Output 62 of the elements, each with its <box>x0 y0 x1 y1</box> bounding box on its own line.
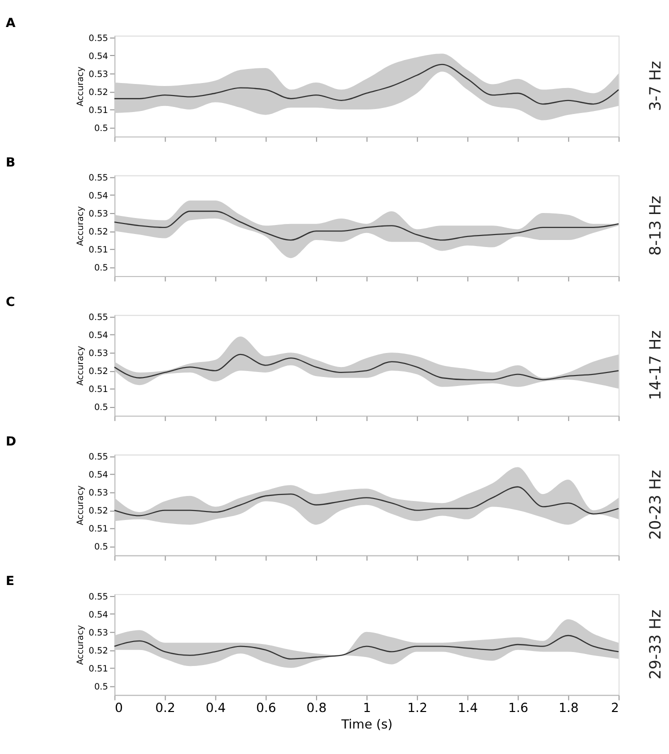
y-tick-label: 0.5 <box>94 124 108 134</box>
y-tick-label: 0.52 <box>88 227 108 238</box>
x-tick-label: 2 <box>611 700 620 715</box>
y-tick-label: 0.51 <box>88 385 108 396</box>
y-tick-label: 0.53 <box>88 488 108 499</box>
line-series <box>114 354 620 380</box>
x-tick-label: 1 <box>362 700 371 715</box>
y-axis-title: Accuracy <box>76 346 86 386</box>
y-axis-title: Accuracy <box>76 66 86 106</box>
y-tick-label: 0.52 <box>88 506 108 517</box>
text: A <box>6 14 16 30</box>
y-tick-label: 0.54 <box>88 610 109 620</box>
y-tick-label: 0.53 <box>88 70 108 80</box>
text: 3-7 Hz <box>646 61 664 112</box>
y-tick-label: 0.5 <box>94 542 108 553</box>
line-series <box>114 486 620 516</box>
y-tick-label: 0.5 <box>94 263 108 274</box>
x-tick-label: 0.8 <box>306 700 327 715</box>
y-tick-label: 0.51 <box>88 245 108 256</box>
y-tick-label: 0.53 <box>88 628 108 638</box>
y-tick-label: 0.51 <box>88 664 108 674</box>
x-tick-label: 0 <box>114 700 123 715</box>
x-tick-label: 0.2 <box>155 700 176 715</box>
x-tick-label: 0.6 <box>256 700 276 715</box>
y-axis-title: Accuracy <box>76 485 86 526</box>
y-tick-label: 0.54 <box>88 52 109 62</box>
x-tick-label: 1.4 <box>458 700 478 715</box>
y-tick-label: 0.55 <box>88 452 108 463</box>
y-tick-label: 0.55 <box>88 313 108 324</box>
y-tick-label: 0.52 <box>88 367 108 378</box>
y-tick-label: 0.53 <box>88 209 108 220</box>
y-tick-label: 0.54 <box>88 470 109 481</box>
text: B <box>6 154 16 170</box>
y-axis-title: Accuracy <box>76 206 86 246</box>
y-tick-label: 0.55 <box>88 173 108 184</box>
text: 29-33 Hz <box>646 610 664 680</box>
y-tick-label: 0.54 <box>88 331 109 342</box>
y-tick-label: 0.52 <box>88 88 108 98</box>
y-tick-label: 0.5 <box>94 682 108 692</box>
text: 8-13 Hz <box>646 196 664 256</box>
text: E <box>6 573 14 588</box>
line-series <box>114 64 620 105</box>
line-series <box>114 210 620 241</box>
line-series <box>114 634 620 660</box>
y-tick-label: 0.51 <box>88 524 108 535</box>
x-tick-label: 1.8 <box>558 700 579 715</box>
y-tick-label: 0.51 <box>88 106 108 116</box>
text: C <box>6 294 16 309</box>
text: 14-17 Hz <box>646 330 664 400</box>
x-tick-label: 1.2 <box>407 700 428 715</box>
y-tick-label: 0.53 <box>88 349 108 360</box>
y-tick-label: 0.5 <box>94 403 108 414</box>
y-tick-label: 0.55 <box>88 592 108 602</box>
y-tick-label: 0.52 <box>88 646 108 656</box>
x-tick-label: 0.4 <box>206 700 226 715</box>
y-axis-title: Accuracy <box>76 625 86 665</box>
text: 20-23 Hz <box>646 470 664 540</box>
y-tick-label: 0.54 <box>88 191 109 202</box>
x-tick-label: 1.6 <box>508 700 528 715</box>
y-tick-label: 0.55 <box>88 34 108 44</box>
chart-title: D <box>6 434 16 449</box>
x-axis-title: Time (s) <box>340 716 393 732</box>
